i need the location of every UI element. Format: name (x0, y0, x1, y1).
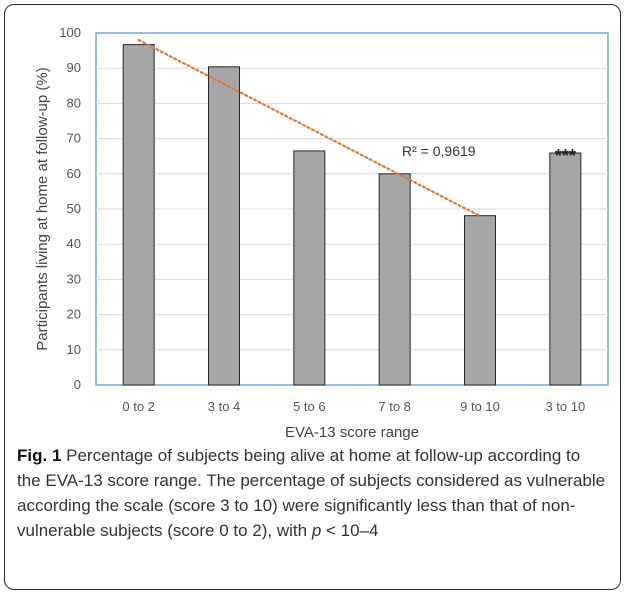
trendline-line (137, 38, 482, 218)
y-tick-label: 70 (67, 131, 81, 146)
bar (378, 173, 411, 386)
caption-text-end: < 10–4 (321, 521, 379, 540)
y-tick-label: 20 (67, 307, 81, 322)
y-tick-labels: 0 10 20 30 40 50 60 70 80 90 100 (59, 25, 81, 392)
significance-marker: *** (555, 146, 576, 166)
caption-text: Percentage of subjects being alive at ho… (17, 446, 606, 540)
figure-caption: Fig. 1 Percentage of subjects being aliv… (17, 443, 607, 543)
y-tick-label: 40 (67, 236, 81, 251)
y-axis-title: Participants living at home at follow-up… (34, 67, 51, 350)
y-tick-label: 10 (67, 342, 81, 357)
y-tick-label: 60 (67, 166, 81, 181)
y-tick-label: 90 (67, 60, 81, 75)
y-tick-label: 100 (59, 25, 81, 40)
x-axis-title: EVA-13 score range (285, 424, 419, 440)
x-tick-label: 3 to 4 (208, 399, 241, 414)
p-symbol: p (311, 521, 322, 540)
bars (122, 44, 582, 386)
x-tick-label: 7 to 8 (378, 399, 411, 414)
bar (293, 150, 326, 386)
x-tick-label: 0 to 2 (122, 399, 155, 414)
gridlines (96, 67, 608, 351)
bar (549, 152, 582, 386)
figure-label: Fig. 1 (17, 446, 62, 465)
y-tick-label: 0 (74, 377, 81, 392)
bar (464, 215, 496, 386)
bar (122, 44, 155, 386)
x-tick-label: 3 to 10 (545, 399, 585, 414)
bar (208, 66, 240, 386)
x-tick-labels: 0 to 2 3 to 4 5 to 6 7 to 8 9 to 10 3 to 10 (122, 399, 585, 414)
x-tick-label: 9 to 10 (460, 399, 500, 414)
y-tick-label: 50 (67, 201, 81, 216)
x-tick-label: 5 to 6 (293, 399, 326, 414)
trendline (137, 38, 482, 218)
bar-chart: 0 10 20 30 40 50 60 70 80 90 100 0 to 2 3 to 4 5 to … (34, 25, 609, 440)
y-tick-label: 80 (67, 95, 81, 110)
y-tick-label: 30 (67, 271, 81, 286)
r-squared-label: R² = 0,9619 (402, 143, 476, 159)
